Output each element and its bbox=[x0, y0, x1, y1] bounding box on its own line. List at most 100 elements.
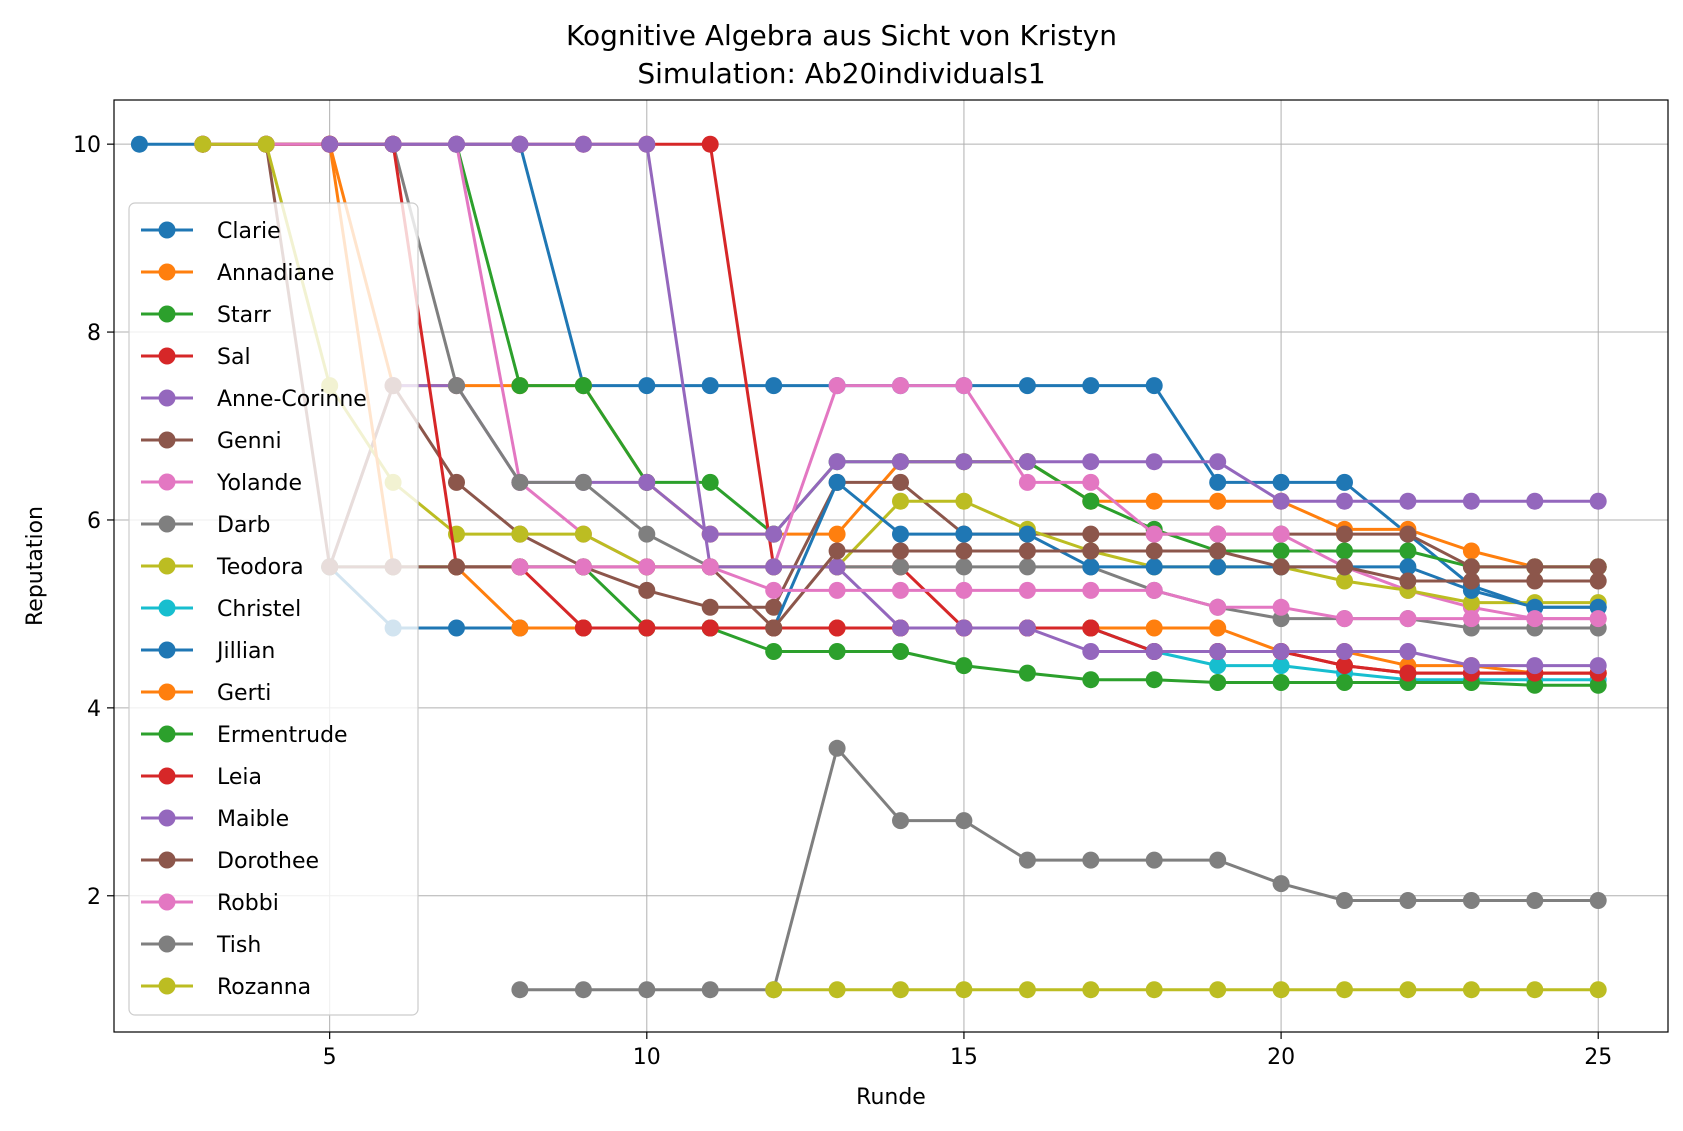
data-point-anne-corinne bbox=[1526, 492, 1544, 510]
data-point-tish bbox=[1018, 851, 1036, 869]
data-point-rozanna bbox=[1526, 981, 1544, 999]
data-point-jillian bbox=[828, 473, 846, 491]
data-point-anne-corinne bbox=[1399, 492, 1417, 510]
data-point-anne-corinne bbox=[1082, 453, 1100, 471]
legend-marker bbox=[158, 389, 176, 407]
legend-marker bbox=[158, 263, 176, 281]
data-point-starr bbox=[1336, 542, 1353, 560]
data-point-clarie bbox=[701, 377, 719, 395]
data-point-tish bbox=[1526, 892, 1544, 909]
y-tick-label: 10 bbox=[73, 133, 101, 158]
legend-entry: Tish bbox=[141, 933, 261, 958]
data-point-dorothee bbox=[955, 542, 973, 560]
data-point-tish bbox=[1272, 875, 1290, 893]
data-point-rozanna bbox=[1018, 981, 1036, 999]
data-point-clarie bbox=[1082, 377, 1100, 395]
legend-label: Clarie bbox=[217, 219, 281, 244]
data-point-dorothee bbox=[1399, 572, 1417, 590]
data-point-starr bbox=[1399, 542, 1417, 560]
data-point-teodora bbox=[1336, 572, 1353, 590]
legend-entry: Maible bbox=[141, 807, 289, 832]
data-point-robbi bbox=[701, 558, 719, 576]
data-point-robbi bbox=[1462, 610, 1480, 628]
legend-entry: Leia bbox=[141, 765, 262, 790]
legend-marker bbox=[158, 431, 176, 449]
legend-label: Ermentrude bbox=[217, 723, 348, 748]
data-point-maible bbox=[1589, 657, 1607, 675]
data-point-dorothee bbox=[1209, 542, 1227, 560]
legend-marker bbox=[158, 851, 176, 869]
legend-entry: Christel bbox=[141, 597, 301, 622]
legend-label: Maible bbox=[217, 807, 289, 832]
data-point-robbi bbox=[1209, 598, 1227, 616]
data-point-tish bbox=[955, 812, 973, 830]
legend-marker bbox=[158, 515, 176, 533]
data-point-ermentrude bbox=[1336, 674, 1353, 691]
legend-marker bbox=[158, 683, 176, 701]
data-point-teodora bbox=[892, 492, 909, 510]
chart-title: Kognitive Algebra aus Sicht von Kristyn bbox=[566, 19, 1117, 52]
legend-label: Leia bbox=[217, 765, 262, 790]
data-point-yolande bbox=[1018, 473, 1036, 491]
data-point-yolande bbox=[1082, 473, 1100, 491]
data-point-sal bbox=[701, 135, 719, 153]
data-point-robbi bbox=[574, 558, 592, 576]
legend-label: Gerti bbox=[217, 681, 271, 706]
data-point-rozanna bbox=[892, 981, 909, 999]
data-point-rozanna bbox=[1336, 981, 1353, 999]
legend-entry: Dorothee bbox=[141, 849, 319, 874]
data-point-darb bbox=[638, 525, 656, 543]
data-point-maible bbox=[765, 558, 783, 576]
data-point-leia bbox=[638, 619, 656, 637]
data-point-maible bbox=[1272, 643, 1290, 660]
data-point-maible bbox=[384, 135, 402, 153]
data-point-robbi bbox=[1399, 610, 1417, 628]
data-point-tish bbox=[511, 981, 529, 999]
legend-entry: Annadiane bbox=[141, 261, 334, 286]
data-point-maible bbox=[638, 135, 656, 153]
data-point-maible bbox=[828, 558, 846, 576]
data-point-teodora bbox=[1462, 594, 1480, 612]
legend-marker bbox=[158, 473, 176, 491]
data-point-jillian bbox=[1399, 558, 1417, 576]
y-tick-label: 6 bbox=[87, 509, 101, 534]
data-point-maible bbox=[1462, 657, 1480, 675]
data-point-genni bbox=[892, 473, 909, 491]
data-point-maible bbox=[511, 135, 529, 153]
data-point-jillian bbox=[955, 525, 973, 543]
data-point-starr bbox=[701, 473, 719, 491]
data-point-tish bbox=[892, 812, 909, 830]
data-point-starr bbox=[1082, 492, 1100, 510]
legend-entry: Anne-Corinne bbox=[141, 387, 367, 412]
data-point-ermentrude bbox=[1082, 671, 1100, 689]
data-point-clarie bbox=[638, 377, 656, 395]
data-point-ermentrude bbox=[1589, 676, 1607, 694]
data-point-genni bbox=[448, 473, 465, 491]
legend-label: Tish bbox=[216, 933, 261, 958]
data-point-ermentrude bbox=[1272, 674, 1290, 691]
x-tick-label: 10 bbox=[633, 1045, 661, 1070]
data-point-ermentrude bbox=[765, 643, 783, 660]
data-point-robbi bbox=[1145, 581, 1163, 599]
data-point-starr bbox=[1272, 542, 1290, 560]
legend-label: Starr bbox=[217, 303, 272, 328]
legend-entry: Robbi bbox=[141, 891, 279, 916]
data-point-rozanna bbox=[1082, 981, 1100, 999]
legend-entry: Starr bbox=[141, 303, 272, 328]
legend-entry: Ermentrude bbox=[141, 723, 348, 748]
legend-entry: Yolande bbox=[141, 471, 302, 496]
data-point-teodora bbox=[574, 525, 592, 543]
data-point-maible bbox=[892, 619, 909, 637]
data-point-darb bbox=[1018, 558, 1036, 576]
legend-entry: Jillian bbox=[141, 639, 275, 664]
data-point-robbi bbox=[955, 581, 973, 599]
data-point-anne-corinne bbox=[765, 525, 783, 543]
data-point-annadiane bbox=[1462, 542, 1480, 560]
data-point-genni bbox=[1399, 525, 1417, 543]
data-point-ermentrude bbox=[892, 643, 909, 660]
data-point-teodora bbox=[257, 135, 275, 153]
data-point-robbi bbox=[1272, 598, 1290, 616]
data-point-rozanna bbox=[1399, 981, 1417, 999]
series-rozanna bbox=[765, 981, 1607, 999]
data-point-jillian bbox=[1145, 558, 1163, 576]
